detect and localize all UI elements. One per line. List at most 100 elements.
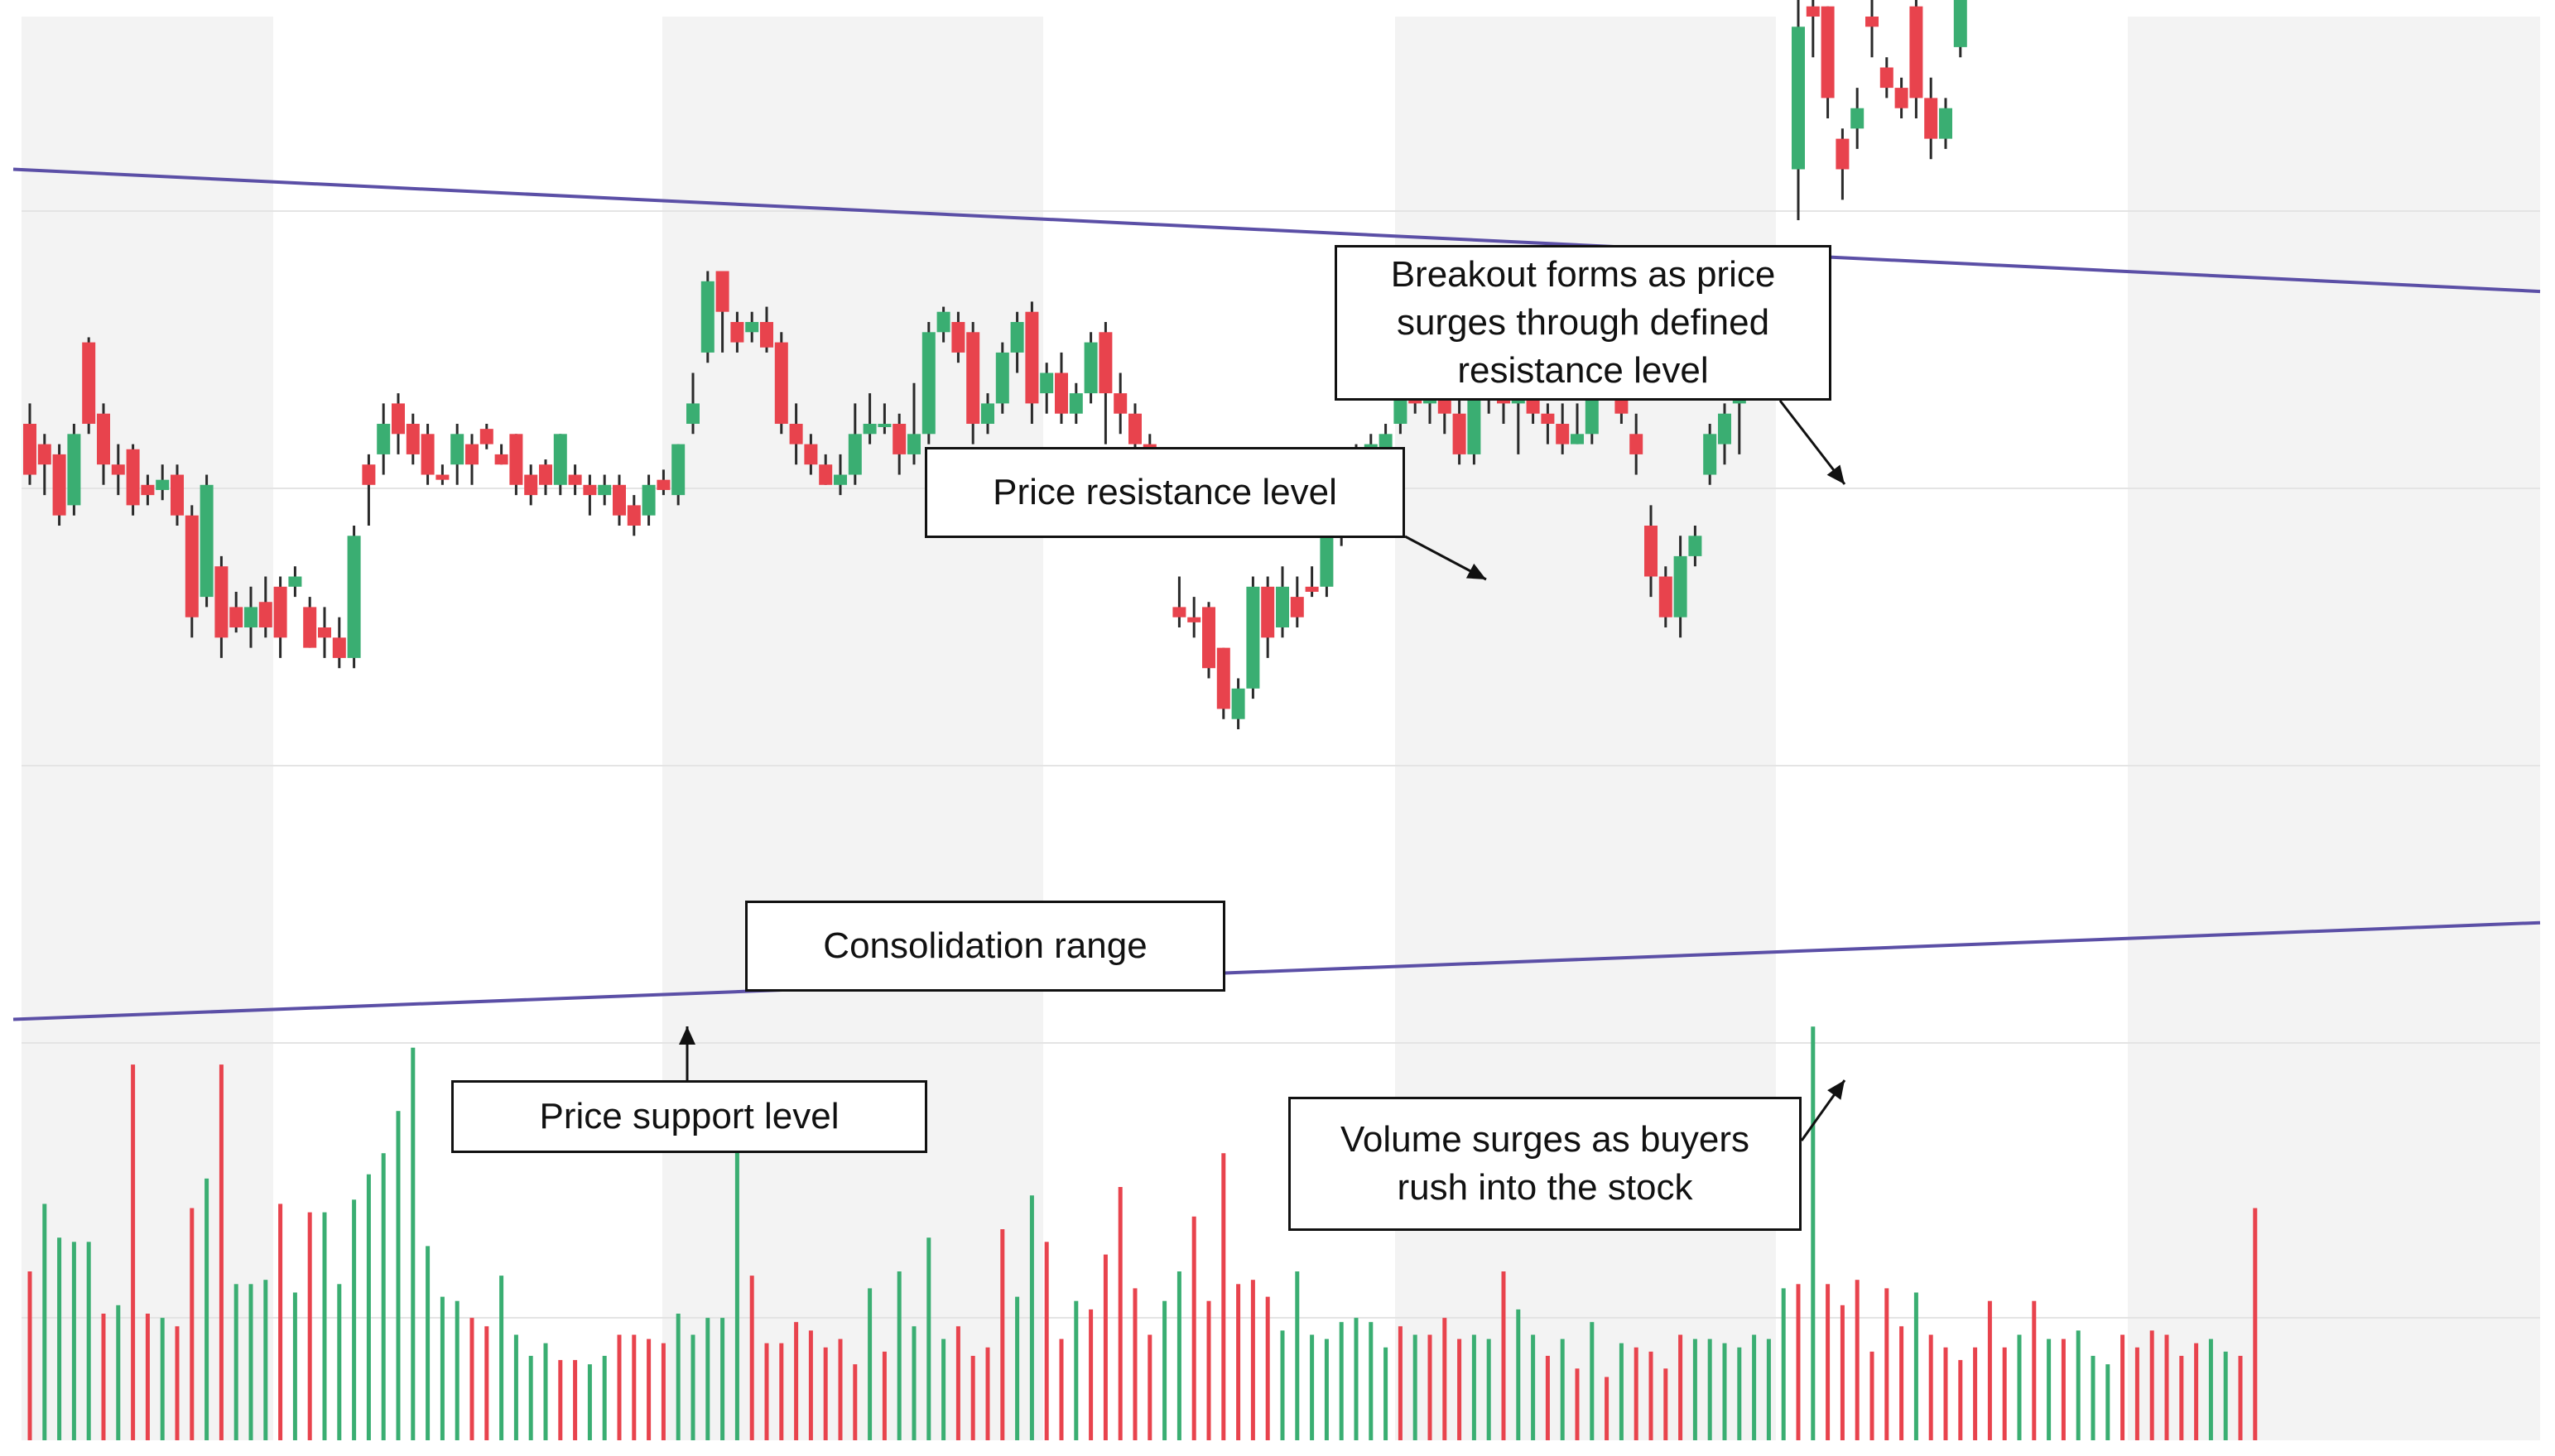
volume-bar bbox=[1619, 1343, 1624, 1440]
candle bbox=[598, 474, 612, 506]
candle-body bbox=[82, 342, 96, 424]
candle-body bbox=[921, 332, 936, 435]
volume-bar bbox=[1884, 1288, 1889, 1440]
candle-body bbox=[1276, 586, 1289, 627]
candle bbox=[553, 434, 567, 496]
volume-bar bbox=[190, 1208, 195, 1440]
volume-bar bbox=[1899, 1326, 1904, 1440]
candle bbox=[893, 413, 907, 475]
candle bbox=[1084, 332, 1098, 404]
candle bbox=[23, 403, 36, 485]
candle-body bbox=[804, 444, 818, 465]
candle bbox=[1452, 393, 1466, 465]
candle-body bbox=[1261, 586, 1275, 638]
candle bbox=[995, 342, 1009, 414]
candle bbox=[1939, 98, 1952, 149]
volume-bar bbox=[248, 1284, 253, 1440]
candle-body bbox=[700, 281, 715, 353]
candle-body bbox=[23, 424, 36, 475]
candle bbox=[1231, 678, 1245, 729]
candle bbox=[804, 434, 818, 475]
candle-body bbox=[1320, 536, 1334, 587]
candle-body bbox=[1216, 647, 1230, 709]
candle bbox=[332, 617, 346, 669]
candle bbox=[1055, 352, 1068, 424]
candle-body bbox=[657, 479, 671, 490]
volume-bar bbox=[970, 1356, 975, 1440]
volume-bar bbox=[1074, 1300, 1079, 1440]
candle-body bbox=[1025, 311, 1039, 404]
volume-bar bbox=[808, 1330, 813, 1440]
candle bbox=[52, 444, 66, 526]
consolidation-callout: Consolidation range bbox=[745, 901, 1225, 992]
candle-body bbox=[1231, 688, 1245, 719]
volume-bar bbox=[2105, 1364, 2110, 1440]
candle-body bbox=[936, 311, 950, 333]
volume-bar bbox=[1486, 1338, 1491, 1440]
volume-arrow bbox=[1800, 1079, 1846, 1141]
candle-body bbox=[1806, 6, 1820, 17]
candle-body bbox=[951, 322, 965, 353]
candle bbox=[789, 403, 803, 465]
volume-arrow-head bbox=[1827, 1080, 1845, 1100]
candle-body bbox=[966, 332, 980, 424]
volume-bar bbox=[1162, 1300, 1167, 1440]
volume-bar bbox=[1943, 1347, 1948, 1440]
candle-body bbox=[642, 484, 656, 516]
volume-bar bbox=[1781, 1288, 1786, 1440]
candle bbox=[494, 444, 508, 465]
volume-bar bbox=[204, 1178, 209, 1440]
candle bbox=[141, 474, 155, 506]
volume-bar bbox=[2017, 1334, 2022, 1440]
candle-body bbox=[1571, 434, 1584, 444]
breakout-callout: Breakout forms as price surges through d… bbox=[1335, 245, 1831, 401]
candle-body bbox=[1084, 342, 1098, 394]
volume-bar bbox=[27, 1271, 32, 1440]
volume-bar bbox=[1531, 1334, 1536, 1440]
candle-body bbox=[715, 271, 729, 312]
volume-bar bbox=[1869, 1351, 1874, 1440]
candle-body bbox=[863, 424, 877, 435]
volume-bar bbox=[1442, 1318, 1447, 1440]
volume-bar bbox=[1310, 1334, 1315, 1440]
candle bbox=[377, 403, 391, 475]
candle-body bbox=[406, 424, 420, 454]
volume-bar bbox=[1383, 1347, 1388, 1440]
resistance-callout: Price resistance level bbox=[925, 447, 1405, 538]
candle bbox=[1953, 0, 1967, 58]
volume-bar bbox=[1545, 1356, 1550, 1440]
candle-body bbox=[893, 424, 907, 454]
volume-bar bbox=[263, 1280, 268, 1440]
volume-bar bbox=[1678, 1334, 1683, 1440]
volume-bar bbox=[823, 1347, 828, 1440]
volume-bar bbox=[1501, 1271, 1506, 1440]
candle-body bbox=[671, 444, 686, 496]
band-0 bbox=[22, 17, 273, 1440]
candle bbox=[479, 424, 493, 449]
candle-body bbox=[509, 434, 523, 485]
volume-bar bbox=[145, 1314, 150, 1440]
candle bbox=[1688, 526, 1702, 567]
candle-body bbox=[745, 322, 759, 333]
volume-bar bbox=[131, 1064, 136, 1440]
candle bbox=[509, 434, 523, 496]
candle bbox=[1865, 0, 1879, 58]
volume-bar bbox=[602, 1356, 607, 1440]
volume-bar bbox=[426, 1246, 431, 1440]
candle bbox=[406, 413, 420, 465]
volume-bar bbox=[1176, 1271, 1181, 1440]
support-line bbox=[12, 920, 2541, 1021]
candle bbox=[465, 434, 479, 485]
volume-bar bbox=[2223, 1351, 2228, 1440]
volume-bar bbox=[794, 1322, 799, 1440]
volume-bar bbox=[2179, 1356, 2184, 1440]
volume-bar bbox=[1958, 1360, 1963, 1440]
volume-bar bbox=[1663, 1368, 1668, 1440]
volume-bar bbox=[1103, 1254, 1108, 1440]
volume-bar bbox=[2061, 1338, 2066, 1440]
volume-bar bbox=[941, 1338, 946, 1440]
candle bbox=[1261, 576, 1275, 658]
volume-bar bbox=[897, 1271, 902, 1440]
volume-bar bbox=[1928, 1334, 1933, 1440]
